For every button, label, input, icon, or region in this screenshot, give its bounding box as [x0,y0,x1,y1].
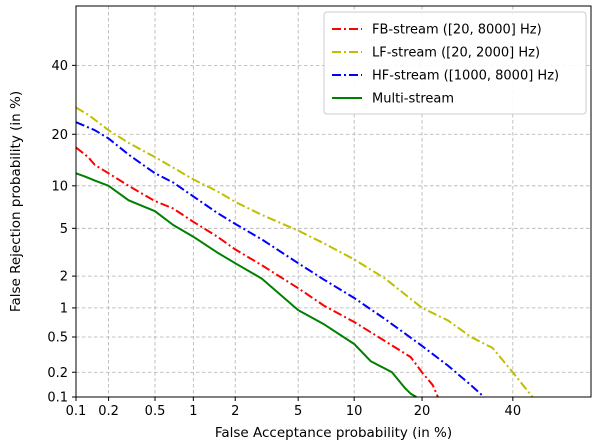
legend: FB-stream ([20, 8000] Hz) LF-stream ([20,… [323,11,587,115]
y-tick-label: 2 [60,270,68,285]
x-tick-label: 1 [189,404,197,419]
y-tick-label: 1 [60,301,68,316]
x-tick-label: 0.2 [98,404,119,419]
y-tick-label: 0.2 [47,366,68,381]
y-axis-label: False Rejection probability (in %) [8,91,24,312]
x-tick-label: 40 [505,404,522,419]
legend-label: LF-stream ([20, 2000] Hz) [372,46,540,61]
x-tick-label: 20 [414,404,431,419]
y-tick-label: 40 [51,59,68,74]
x-tick-label: 0.5 [145,404,166,419]
x-axis-label: False Acceptance probability (in %) [215,425,452,441]
x-tick-label: 2 [231,404,239,419]
x-tick-label: 5 [294,404,302,419]
y-tick-label: 5 [60,222,68,237]
legend-label: FB-stream ([20, 8000] Hz) [372,23,542,38]
x-tick-label: 10 [346,404,363,419]
series-line-2 [75,106,534,398]
legend-box [323,11,587,115]
legend-label: Multi-stream [372,92,454,107]
series-line-3 [75,121,485,398]
y-tick-label: 0.1 [47,391,68,406]
y-tick-label: 20 [51,128,68,143]
y-axis-ticks: 0.1 0.2 0.5 1 2 5 10 20 40 [47,59,76,406]
y-tick-label: 0.5 [47,331,68,346]
x-axis-ticks: 0.1 0.2 0.5 1 2 5 10 20 40 [66,397,521,419]
series-line-1 [75,146,439,398]
series-line-4 [75,172,417,398]
legend-label: HF-stream ([1000, 8000] Hz) [372,69,559,84]
plot-frame [75,5,592,398]
x-tick-label: 0.1 [66,404,87,419]
series-layer [75,106,534,398]
y-tick-label: 10 [51,179,68,194]
